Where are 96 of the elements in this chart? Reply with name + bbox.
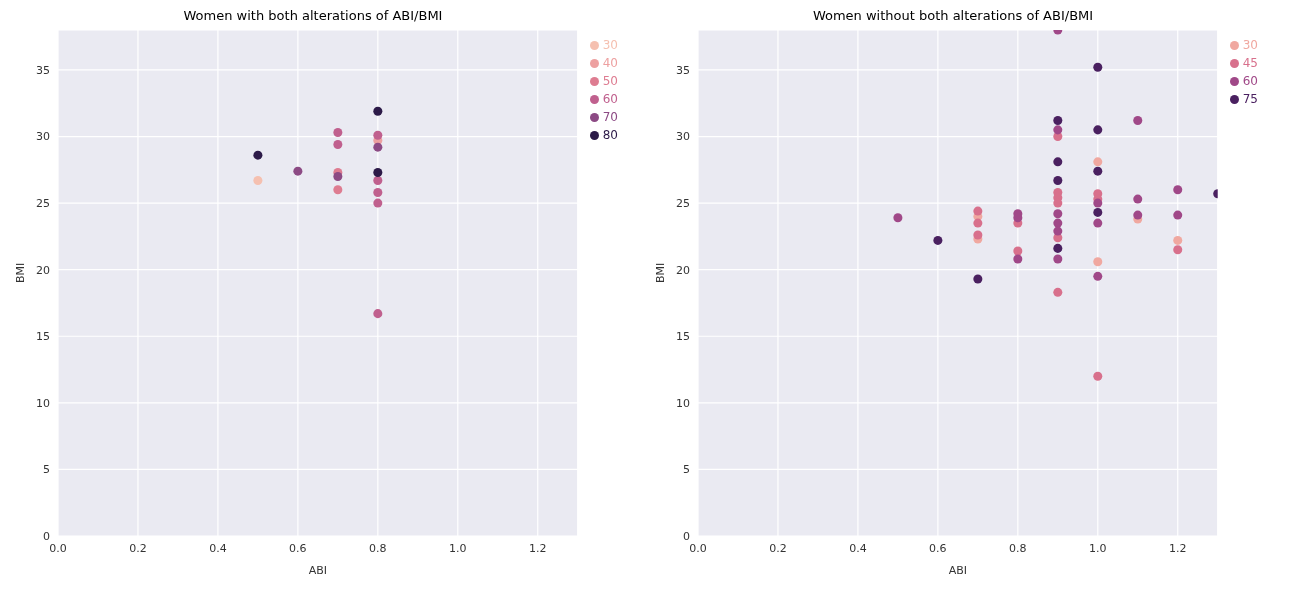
y-tick-label: 5 — [683, 463, 690, 477]
point — [1093, 207, 1103, 217]
point — [293, 166, 303, 176]
x-tick-label: 0.6 — [289, 541, 307, 555]
y-tick-label: 0 — [43, 529, 50, 543]
point — [1093, 271, 1103, 281]
y-tick-label: 15 — [36, 330, 50, 344]
point — [1093, 371, 1103, 381]
y-tick-label: 10 — [676, 396, 690, 410]
point — [1093, 125, 1103, 135]
point — [333, 128, 343, 138]
point — [333, 185, 343, 195]
y-tick-label: 15 — [676, 330, 690, 344]
y-tick-label: 35 — [676, 63, 690, 77]
legend-label: 60 — [602, 92, 618, 106]
point — [973, 274, 983, 284]
y-axis-title: BMI — [13, 262, 27, 283]
point — [373, 130, 383, 140]
point — [373, 187, 383, 197]
point — [1093, 198, 1103, 208]
x-tick-label: 0.0 — [49, 541, 67, 555]
point — [1133, 116, 1143, 126]
point — [1053, 157, 1063, 167]
legend-label: 30 — [1242, 38, 1258, 52]
legend-label: 40 — [602, 56, 618, 70]
point — [1053, 287, 1063, 297]
x-tick-label: 1.2 — [1168, 541, 1187, 555]
point — [973, 218, 983, 228]
legend-label: 60 — [1242, 74, 1258, 88]
point — [333, 140, 343, 150]
point — [1173, 210, 1183, 220]
point — [1093, 257, 1103, 267]
point — [1133, 194, 1143, 204]
point — [1133, 210, 1143, 220]
legend-label: 80 — [602, 128, 618, 142]
x-tick-label: 0.4 — [849, 541, 867, 555]
y-tick-label: 20 — [36, 263, 50, 277]
y-tick-label: 35 — [36, 63, 50, 77]
y-tick-label: 30 — [36, 130, 50, 144]
point — [933, 235, 943, 245]
x-axis-title: ABI — [308, 564, 328, 577]
y-tick-label: 30 — [676, 130, 690, 144]
y-tick-label: 10 — [36, 396, 50, 410]
point — [1053, 209, 1063, 219]
x-tick-label: 0.8 — [1009, 541, 1027, 555]
legend-label: 75 — [1242, 92, 1258, 106]
chart-title: Women without both alterations of ABI/BMI — [811, 8, 1095, 25]
point — [1173, 245, 1183, 255]
point — [373, 167, 383, 177]
point — [1053, 226, 1063, 236]
legend-label: 50 — [602, 74, 618, 88]
x-tick-label: 0.2 — [129, 541, 147, 555]
point — [253, 150, 263, 160]
point — [1093, 166, 1103, 176]
x-tick-label: 0.4 — [209, 541, 227, 555]
point — [373, 309, 383, 319]
point — [1093, 218, 1103, 228]
x-tick-label: 1.0 — [1089, 541, 1107, 555]
y-tick-label: 20 — [676, 263, 690, 277]
point — [1053, 116, 1063, 126]
point — [373, 142, 383, 152]
point — [1053, 254, 1063, 264]
point — [1093, 157, 1103, 167]
chart-title: Women with both alterations of ABI/BMI — [182, 8, 444, 25]
legend-label: 30 — [602, 38, 618, 52]
x-tick-label: 1.0 — [449, 541, 467, 555]
y-tick-label: 5 — [43, 463, 50, 477]
point — [1013, 254, 1023, 264]
point — [1053, 125, 1063, 135]
point — [973, 230, 983, 240]
x-tick-label: 0.2 — [769, 541, 787, 555]
point — [973, 206, 983, 216]
point — [373, 198, 383, 208]
point — [1173, 185, 1183, 195]
x-tick-label: 0.6 — [929, 541, 947, 555]
point — [1053, 243, 1063, 253]
y-tick-label: 25 — [36, 197, 50, 211]
x-tick-label: 0.0 — [689, 541, 707, 555]
point — [1093, 62, 1103, 72]
point — [333, 171, 343, 181]
point — [1013, 246, 1023, 256]
legend-label: 70 — [602, 110, 618, 124]
legend-label: 45 — [1242, 56, 1258, 70]
point — [1053, 175, 1063, 185]
x-tick-label: 1.2 — [528, 541, 547, 555]
x-axis-title: ABI — [948, 564, 968, 577]
y-tick-label: 25 — [676, 197, 690, 211]
point — [1173, 235, 1183, 245]
point — [253, 175, 263, 185]
y-tick-label: 0 — [683, 529, 690, 543]
point — [893, 213, 903, 223]
point — [373, 175, 383, 185]
point — [1053, 218, 1063, 228]
y-axis-title: BMI — [653, 262, 667, 283]
x-tick-label: 0.8 — [369, 541, 387, 555]
point — [373, 106, 383, 116]
